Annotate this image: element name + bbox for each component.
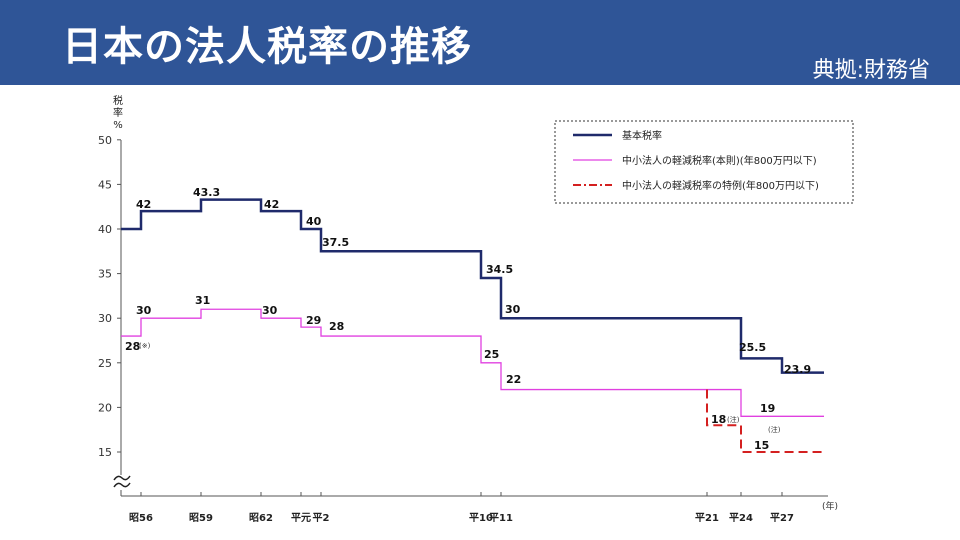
legend-entry-2: 中小法人の軽減税率(本則)(年800万円以下) <box>622 154 817 167</box>
data-label: 34.5 <box>486 263 513 276</box>
x-unit-label: (年) <box>822 500 838 512</box>
data-label: 30 <box>262 304 278 317</box>
data-label: 23.9 <box>784 363 811 376</box>
header-bar: 日本の法人税率の推移 典拠:財務省 <box>0 0 960 85</box>
data-label: 18 <box>711 413 726 426</box>
data-label: 29 <box>306 314 321 327</box>
data-label: 30 <box>505 303 521 316</box>
y-tick-label: 50 <box>98 134 112 147</box>
y-tick-label: 20 <box>98 401 112 414</box>
y-tick-label: 35 <box>98 268 112 281</box>
series-line-1 <box>121 198 824 374</box>
data-label: 40 <box>306 215 322 228</box>
x-tick-label: 平10 <box>469 512 493 524</box>
axis-break-icon <box>113 475 131 488</box>
data-label: 22 <box>506 373 521 386</box>
x-tick-label: 平27 <box>770 512 794 524</box>
data-label: 25.5 <box>739 341 766 354</box>
data-label: 31 <box>195 294 210 307</box>
legend-entry-1: 基本税率 <box>622 129 662 142</box>
y-tick-label: 45 <box>98 178 112 191</box>
annotation-note: (注) <box>727 415 740 424</box>
data-label: 30 <box>136 304 152 317</box>
y-axis-label: 税 <box>113 94 123 107</box>
data-label: 28 <box>329 320 344 333</box>
annotation-note: (※) <box>139 342 151 350</box>
x-tick-label: 平元 <box>291 512 311 524</box>
legend-entry-3: 中小法人の軽減税率の特例(年800万円以下) <box>622 179 819 192</box>
data-label: 28 <box>125 340 140 353</box>
y-axis-label: 率 <box>113 106 123 119</box>
x-tick-label: 昭56 <box>129 512 153 524</box>
x-tick-label: 平11 <box>489 512 513 524</box>
y-tick-label: 15 <box>98 446 112 459</box>
annotation-note: (注) <box>768 425 781 434</box>
data-label: 43.3 <box>193 186 220 199</box>
page-title: 日本の法人税率の推移 <box>62 24 472 70</box>
x-tick-label: 平21 <box>695 512 719 524</box>
data-label: 37.5 <box>322 236 349 249</box>
data-label: 25 <box>484 348 499 361</box>
x-tick-label: 昭62 <box>249 512 273 524</box>
y-tick-label: 40 <box>98 223 112 236</box>
series-line-2 <box>121 308 824 417</box>
data-label: 15 <box>754 439 769 452</box>
x-tick-label: 平2 <box>313 512 330 524</box>
x-tick-label: 平24 <box>729 512 753 524</box>
data-label: 42 <box>264 198 279 211</box>
y-axis-label: % <box>113 120 123 131</box>
y-tick-label: 30 <box>98 312 112 325</box>
y-tick-label: 25 <box>98 357 112 370</box>
x-tick-label: 昭59 <box>189 512 213 524</box>
source-note: 典拠:財務省 <box>812 58 930 83</box>
data-label: 42 <box>136 198 151 211</box>
data-label: 19 <box>760 402 775 415</box>
